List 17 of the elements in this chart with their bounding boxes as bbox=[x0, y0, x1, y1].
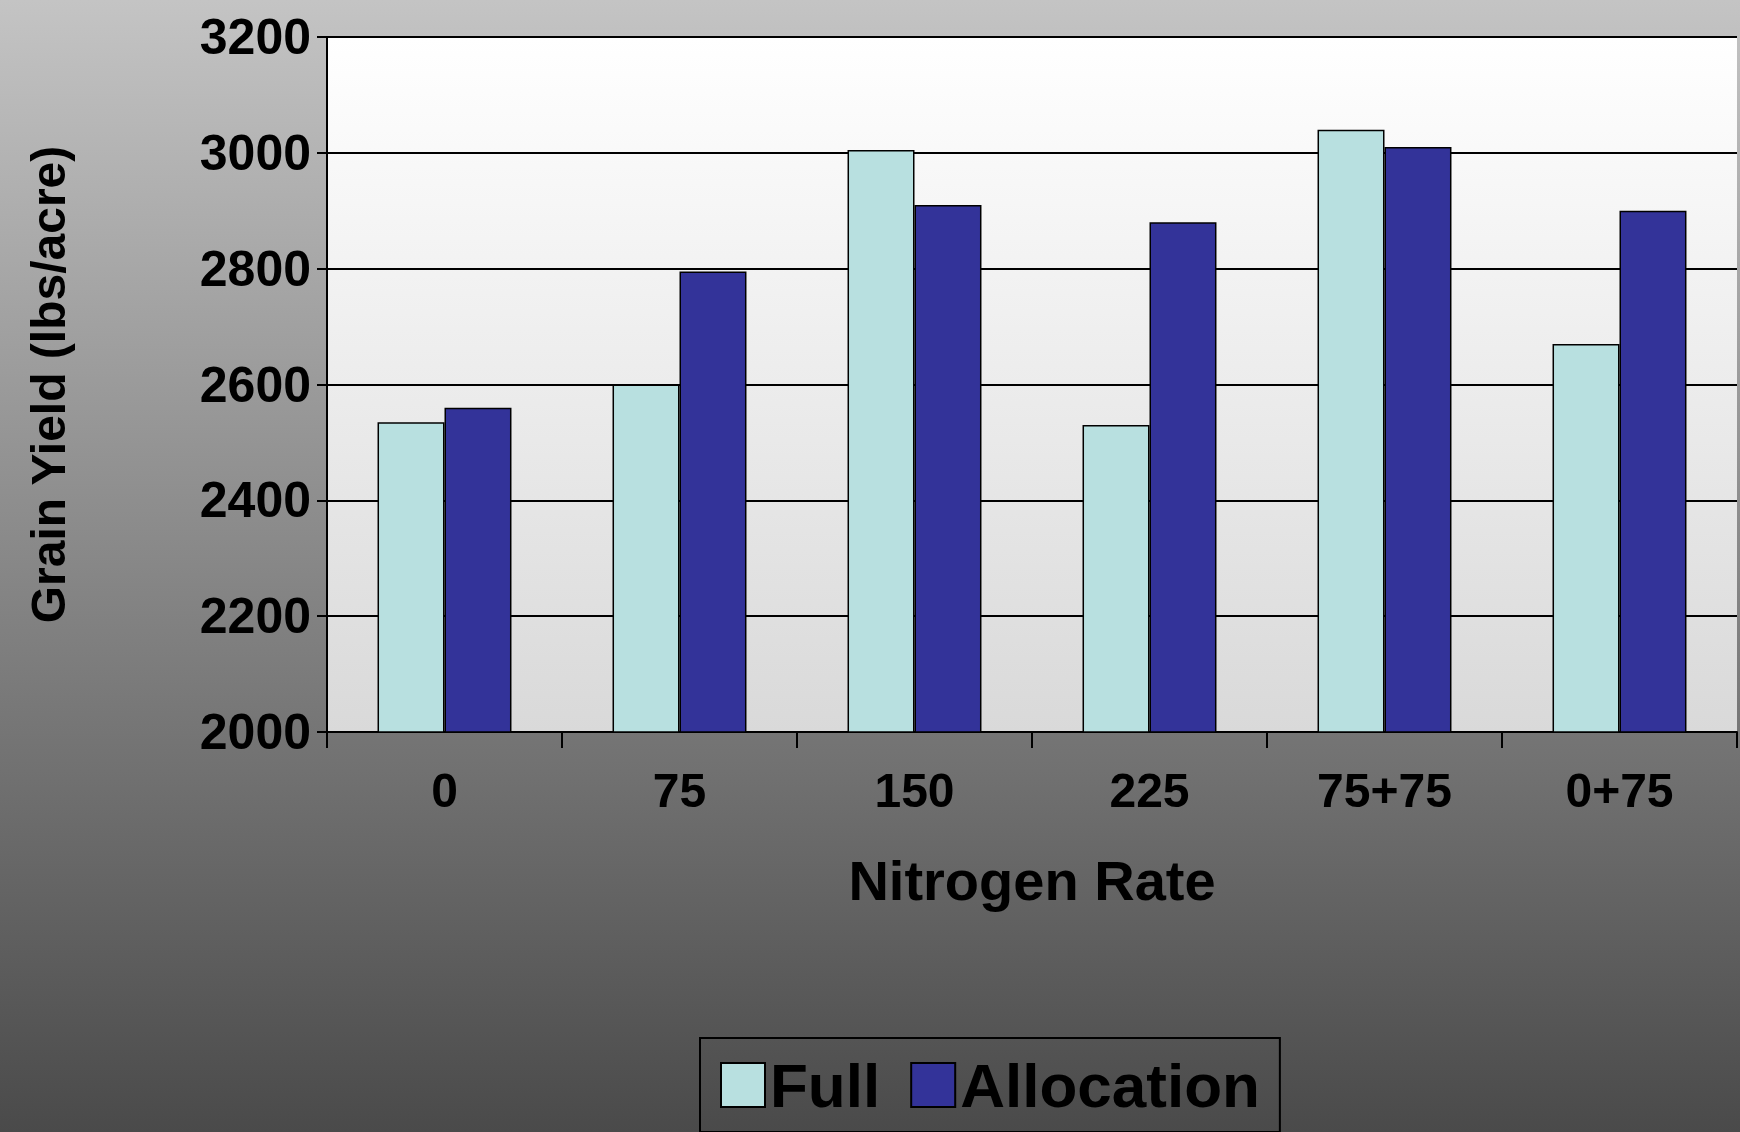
y-tick-label: 3000 bbox=[199, 124, 311, 181]
y-tick-label: 2600 bbox=[199, 356, 311, 413]
legend-label: Allocation bbox=[960, 1050, 1260, 1120]
y-tick-label: 2000 bbox=[199, 704, 311, 760]
x-tick-label: 75+75 bbox=[1317, 763, 1452, 817]
x-tick-label: 75 bbox=[652, 763, 707, 817]
y-tick-label: 2400 bbox=[199, 472, 311, 529]
y-tick-label: 2200 bbox=[199, 588, 311, 645]
x-tick-label: 225 bbox=[1109, 763, 1190, 817]
legend-label: Full bbox=[770, 1050, 881, 1120]
x-tick-label: 150 bbox=[874, 763, 955, 817]
x-tick-label: 0 bbox=[431, 763, 458, 817]
x-tick-label: 0+75 bbox=[1565, 763, 1674, 817]
y-tick-label: 2800 bbox=[199, 240, 311, 297]
x-axis-title: Nitrogen Rate bbox=[848, 848, 1216, 912]
y-axis-title: Grain Yield (lbs/acre) bbox=[21, 145, 75, 624]
y-tick-label: 3200 bbox=[199, 9, 311, 65]
